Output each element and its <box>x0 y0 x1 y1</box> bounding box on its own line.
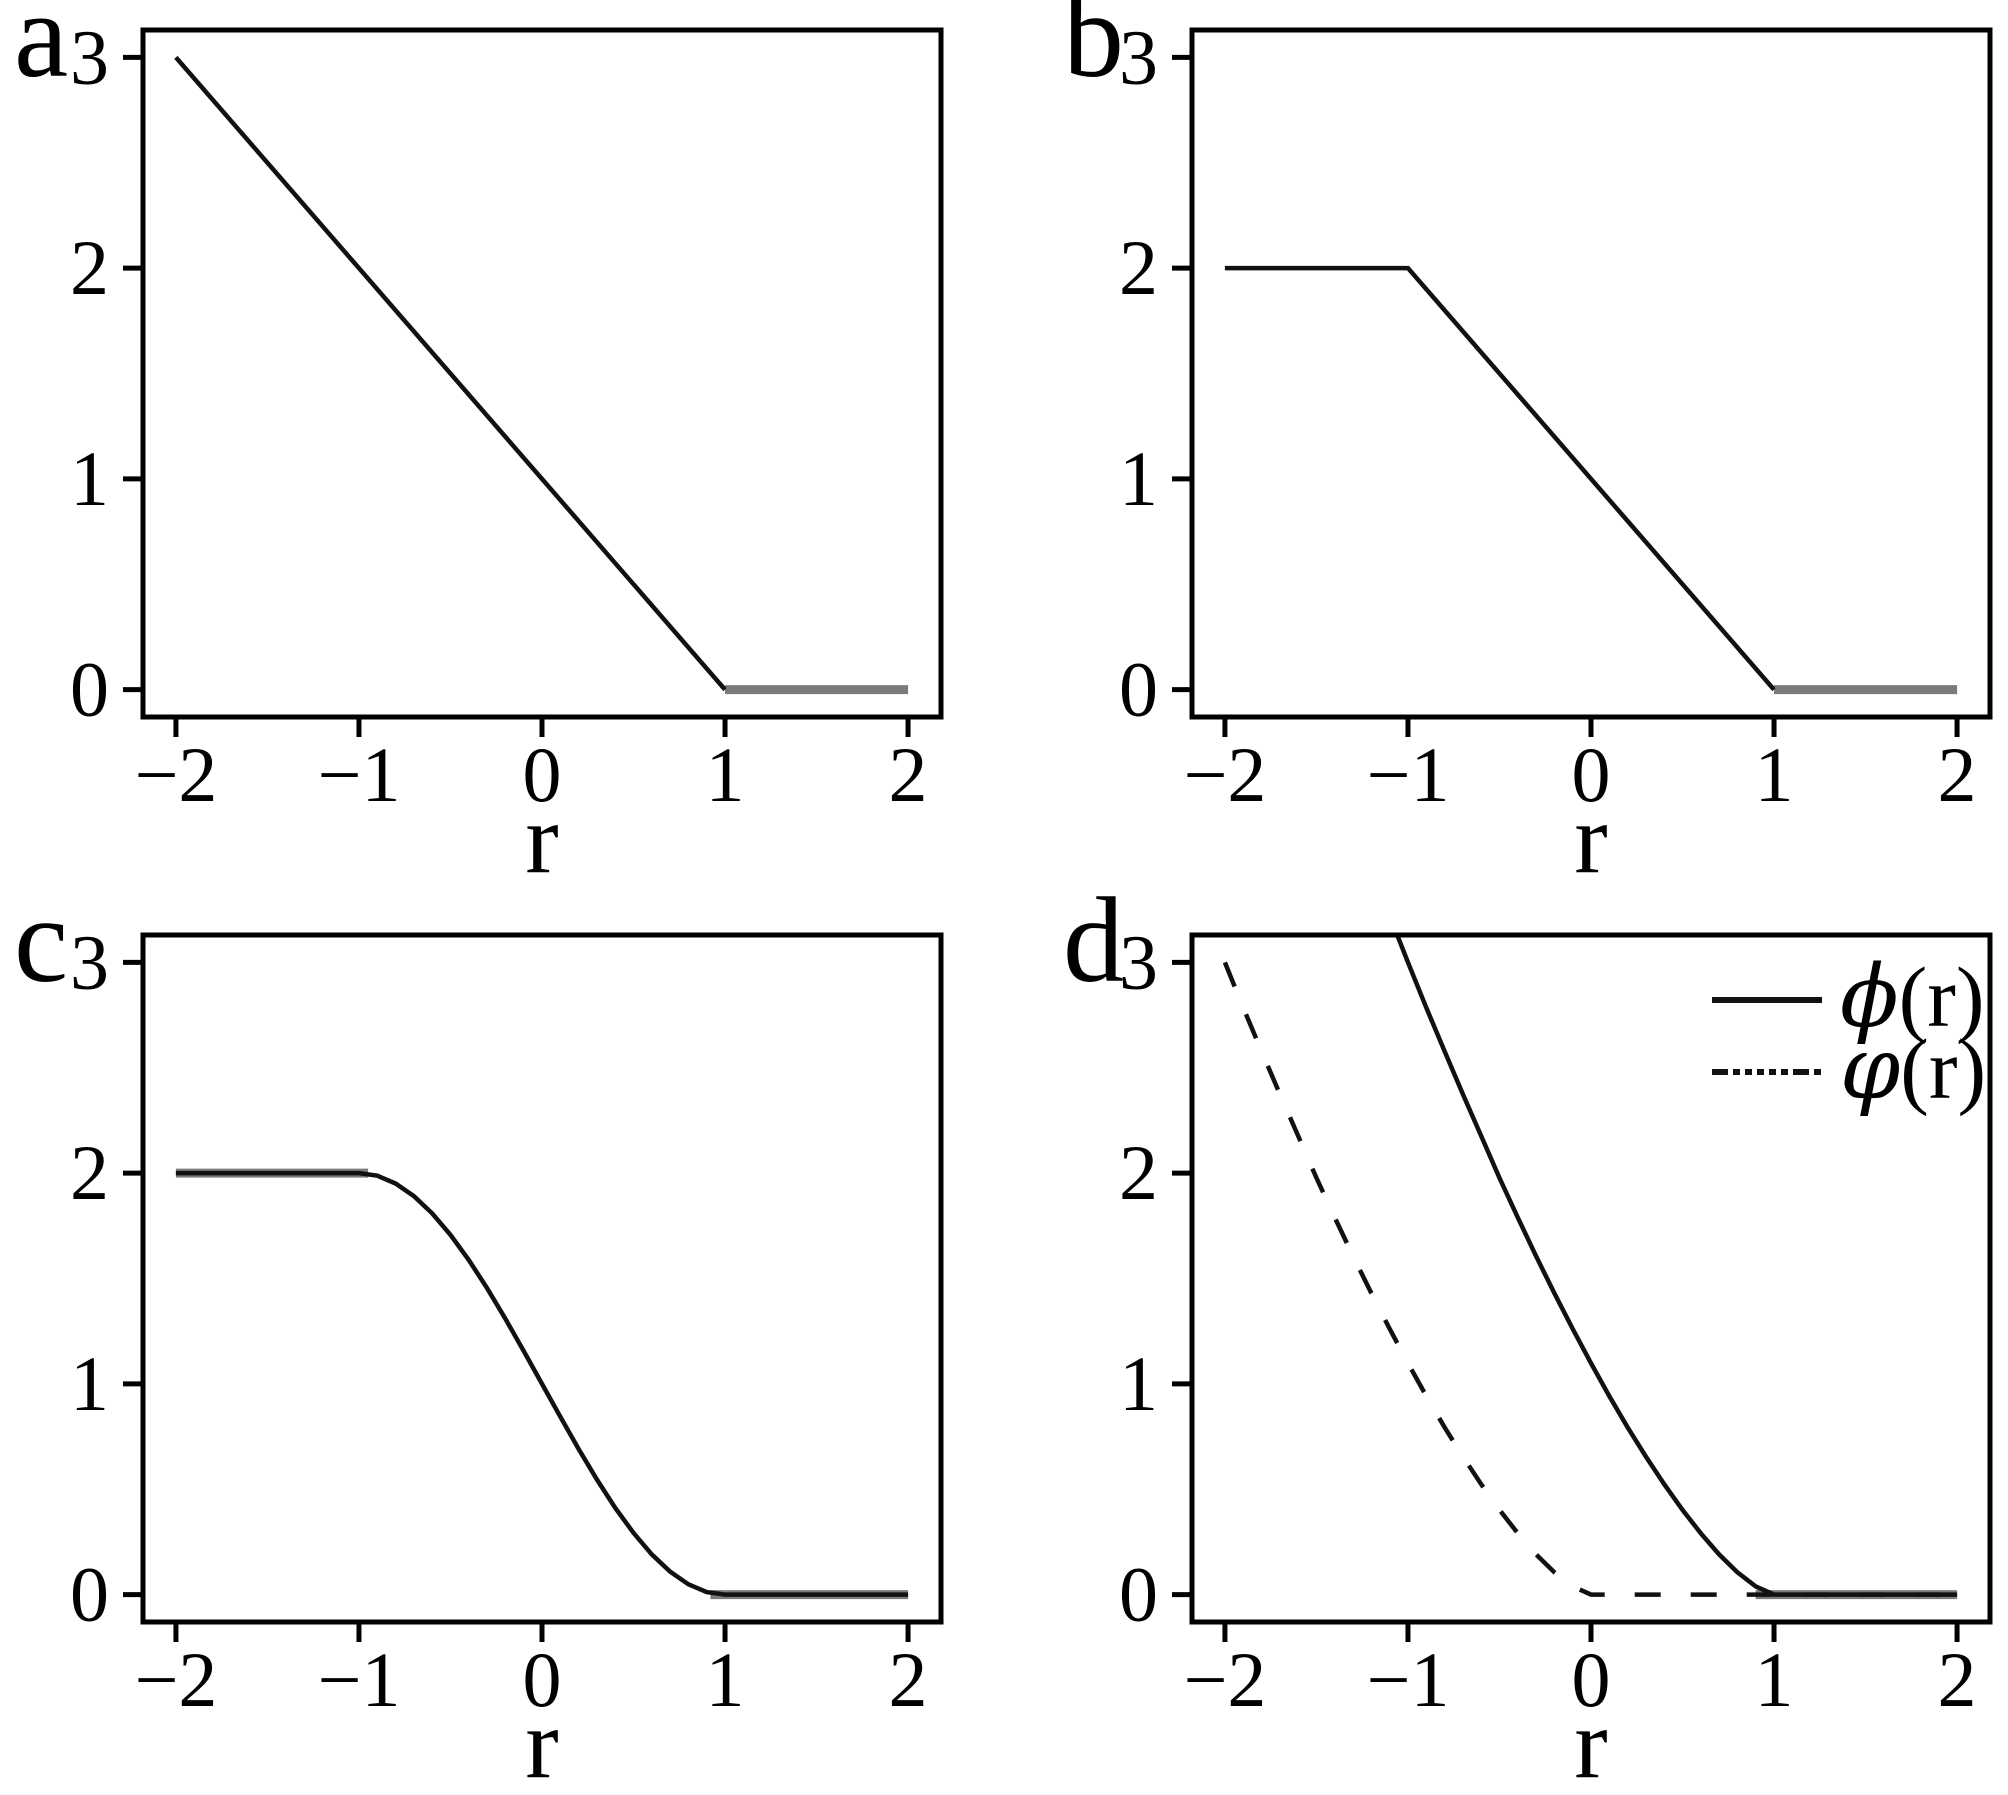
x-tick-label: 1 <box>706 1636 745 1723</box>
y-tick-label: 0 <box>70 646 109 733</box>
panel-letter-c: c <box>14 873 68 1008</box>
x-tick-label: −2 <box>134 1636 217 1723</box>
plot-border-b <box>1189 27 1993 720</box>
curve-capped-ramp <box>1224 265 1776 692</box>
legend-label: φ(r) <box>1840 1019 1986 1119</box>
y-tick-label: 1 <box>70 435 109 522</box>
curve-ramp <box>174 55 727 692</box>
panel-a: a −2 −1 0 1 2 0 1 2 3 r <box>14 0 944 894</box>
x-tick-label: 1 <box>1755 731 1794 818</box>
y-tick-label: 3 <box>1119 13 1158 100</box>
y-tick-label: 2 <box>70 1129 109 1216</box>
y-tick-label: 3 <box>1119 918 1158 1005</box>
x-axis-label: r <box>525 783 558 894</box>
legend: ϕ(r)φ(r) <box>1712 947 1986 1119</box>
y-tick-label: 1 <box>1119 435 1158 522</box>
x-tick-label: −1 <box>1366 731 1449 818</box>
panel-letter-b: b <box>1063 0 1124 103</box>
x-tick-label: 2 <box>889 1636 928 1723</box>
plot-border-c <box>140 932 944 1625</box>
curve-phi-solid <box>1394 935 1958 1597</box>
x-tick-label: 0 <box>523 731 562 818</box>
x-tick-label: −2 <box>1183 731 1266 818</box>
x-tick-label: 0 <box>1572 1636 1611 1723</box>
y-tick-label: 0 <box>70 1551 109 1638</box>
y-tick-label: 1 <box>70 1340 109 1427</box>
x-tick-label: −2 <box>1183 1636 1266 1723</box>
curve-smooth-sigmoid <box>175 1170 909 1597</box>
x-tick-label: 0 <box>1572 731 1611 818</box>
x-tick-label: −1 <box>317 1636 400 1723</box>
plot-border-d <box>1189 932 1993 1625</box>
panel-b: b −2 −1 0 1 2 0 1 2 3 r <box>1063 0 1993 894</box>
x-tick-label: −1 <box>1366 1636 1449 1723</box>
x-tick-label: −1 <box>317 731 400 818</box>
x-tick-label: 2 <box>1938 1636 1977 1723</box>
legend-label: ϕ(r) <box>1840 947 1985 1047</box>
x-tick-label: 2 <box>1938 731 1977 818</box>
y-tick-label: 2 <box>1119 224 1158 311</box>
x-axis-label: r <box>1574 1688 1607 1795</box>
x-tick-label: 1 <box>1755 1636 1794 1723</box>
curve-varphi-dashed <box>1222 961 1958 1597</box>
x-tick-label: 1 <box>706 731 745 818</box>
y-tick-label: 1 <box>1119 1340 1158 1427</box>
y-tick-label: 0 <box>1119 646 1158 733</box>
panel-d: d −2 −1 0 1 2 0 1 2 3 r ϕ(r)φ(r) <box>1063 873 1993 1795</box>
y-tick-label: 0 <box>1119 1551 1158 1638</box>
y-tick-label: 2 <box>70 224 109 311</box>
y-tick-label: 2 <box>1119 1129 1158 1216</box>
x-tick-label: 0 <box>523 1636 562 1723</box>
panel-c: c −2 −1 0 1 2 0 1 2 3 r <box>14 873 944 1795</box>
x-tick-label: 2 <box>889 731 928 818</box>
panel-letter-a: a <box>14 0 68 103</box>
y-tick-label: 3 <box>70 13 109 100</box>
plot-border-a <box>140 27 944 720</box>
x-tick-label: −2 <box>134 731 217 818</box>
y-tick-label: 3 <box>70 918 109 1005</box>
x-axis-label: r <box>525 1688 558 1795</box>
panel-letter-d: d <box>1063 873 1124 1008</box>
x-axis-label: r <box>1574 783 1607 894</box>
